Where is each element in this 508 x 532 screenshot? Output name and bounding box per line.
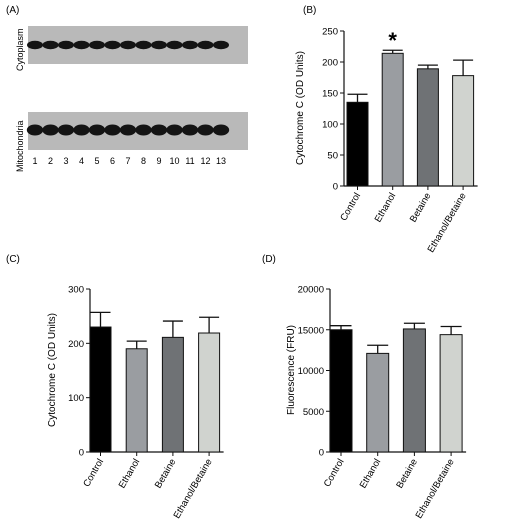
significance-star: * (388, 28, 397, 53)
bar-control (346, 101, 369, 187)
cytoplasm-band-3 (58, 40, 74, 50)
x-tick-label-betaine: Betaine (394, 457, 420, 490)
mitochondria-band-8 (135, 124, 152, 136)
lane-label-6: 6 (110, 156, 115, 166)
cytoplasm-band-9 (151, 40, 167, 50)
lane-label-13: 13 (216, 156, 226, 166)
mitochondria-bands (26, 124, 230, 136)
y-tick-label: 0 (319, 448, 324, 459)
bar-control (89, 326, 112, 453)
x-tick-label-ethanol: Ethanol (358, 457, 384, 490)
x-tick-label-betaine: Betaine (408, 191, 434, 224)
x-tick-label-betaine: Betaine (153, 457, 179, 490)
cytoplasm-band-10 (166, 40, 183, 50)
mitochondria-band-4 (73, 124, 90, 136)
cytoplasm-band-2 (42, 40, 59, 50)
cytoplasm-band-7 (120, 40, 136, 50)
lane-label-7: 7 (125, 156, 130, 166)
mitochondria-label: Mitochondria (15, 120, 25, 172)
cytoplasm-band-11 (182, 40, 198, 50)
bar-ethanol (381, 52, 404, 187)
lane-label-3: 3 (63, 156, 68, 166)
bar-ethanol-betaine (452, 75, 475, 187)
x-tick-label-ethanol: Ethanol (373, 191, 399, 224)
x-tick-label-ethanol-betaine: Ethanol/Betaine (414, 457, 457, 521)
lane-label-1: 1 (32, 156, 37, 166)
y-tick-label: 10000 (298, 366, 324, 377)
y-tick-label: 15000 (298, 325, 324, 336)
cytoplasm-band-4 (73, 40, 90, 50)
cytoplasm-bands (27, 40, 229, 50)
bar-control (329, 329, 353, 453)
chart-b: 0 50 100 150 200 250 Cytochrome C (OD Units) Co… (295, 27, 478, 255)
x-tick-label-ethanol-betaine: Ethanol/Betaine (172, 457, 215, 521)
mitochondria-band-1 (26, 124, 44, 136)
y-axis-label: Cytochrome C (OD Units) (47, 313, 58, 427)
x-tick-label-control: Control (322, 457, 347, 489)
bar-ethanol-betaine (198, 332, 221, 453)
mitochondria-band-11 (181, 124, 199, 136)
cytoplasm-label: Cytoplasm (15, 28, 25, 71)
lane-label-2: 2 (48, 156, 53, 166)
cytoplasm-band-1 (27, 40, 43, 50)
panel-c-label: (C) (6, 254, 20, 265)
lane-label-11: 11 (185, 156, 194, 166)
y-tick-label: 50 (327, 151, 338, 162)
mitochondria-band-9 (150, 124, 168, 136)
chart-d: 0 5000 10000 15000 20000 Fluorescence (FRU) Co… (286, 285, 467, 521)
lane-label-9: 9 (156, 156, 161, 166)
x-tick-label-ethanol: Ethanol (117, 457, 143, 490)
y-tick-label: 200 (322, 58, 338, 69)
x-tick-label-control: Control (81, 457, 106, 489)
mitochondria-band-13 (212, 124, 230, 136)
y-tick-label: 0 (79, 448, 84, 459)
y-tick-label: 100 (322, 120, 338, 131)
y-tick-label: 150 (322, 89, 338, 100)
cytoplasm-band-12 (197, 40, 214, 50)
lane-label-10: 10 (169, 156, 179, 166)
bar-ethanol (125, 348, 148, 453)
mitochondria-band-7 (119, 124, 137, 136)
chart-c: 0 100 200 300 Cytochrome C (OD Units) Control… (47, 285, 224, 521)
cytoplasm-band-8 (135, 40, 152, 50)
western-blot: Cytoplasm Mitochondria 1 2 3 4 5 6 7 8 9 10 11 12 13 (15, 26, 248, 172)
cytoplasm-band-13 (213, 40, 229, 50)
bar-ethanol (366, 352, 390, 453)
bar-ethanol-betaine (439, 334, 463, 453)
panel-d-label: (D) (262, 254, 276, 265)
bar-betaine (161, 336, 184, 453)
cytoplasm-band-5 (89, 40, 105, 50)
cytoplasm-band-6 (104, 40, 121, 50)
mitochondria-band-3 (57, 124, 75, 136)
y-tick-label: 200 (68, 339, 84, 350)
x-tick-label-control: Control (338, 191, 363, 223)
bar-betaine (402, 328, 426, 453)
mitochondria-band-10 (166, 124, 183, 136)
y-tick-label: 5000 (303, 407, 324, 418)
y-tick-label: 250 (322, 27, 338, 38)
y-tick-label: 20000 (298, 285, 324, 296)
mitochondria-band-2 (42, 124, 59, 136)
panel-b-label: (B) (303, 5, 316, 16)
mitochondria-band-5 (88, 124, 106, 136)
lane-label-12: 12 (200, 156, 210, 166)
y-tick-label: 300 (68, 285, 84, 296)
lane-label-4: 4 (79, 156, 84, 166)
mitochondria-band-12 (197, 124, 214, 136)
mitochondria-band-6 (104, 124, 121, 136)
y-axis-label: Fluorescence (FRU) (286, 325, 297, 415)
lane-label-8: 8 (141, 156, 146, 166)
lane-label-5: 5 (94, 156, 99, 166)
x-tick-label-ethanol-betaine: Ethanol/Betaine (426, 191, 469, 255)
y-axis-label: Cytochrome C (OD Units) (295, 51, 306, 165)
panel-a-label: (A) (6, 5, 19, 16)
y-tick-label: 0 (333, 182, 338, 193)
y-tick-label: 100 (68, 393, 84, 404)
bar-betaine (416, 68, 439, 187)
lane-labels: 1 2 3 4 5 6 7 8 9 10 11 12 13 (32, 156, 226, 166)
